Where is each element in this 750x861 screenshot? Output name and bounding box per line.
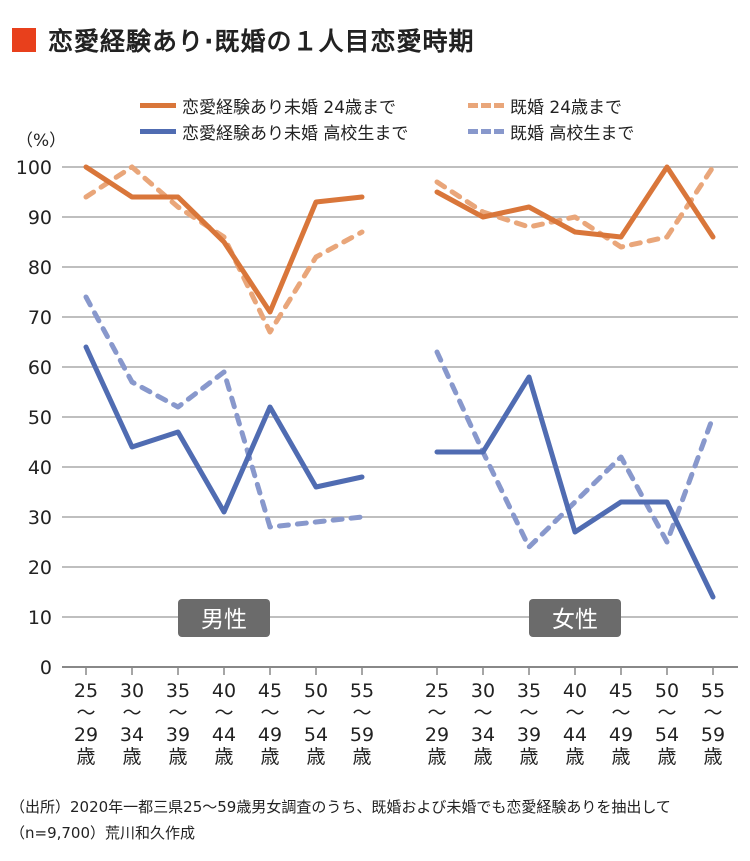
y-tick-label: 90 (28, 207, 52, 229)
panel-label: 女性 (552, 607, 598, 633)
legend-label: 既婚 高校生まで (510, 124, 635, 144)
y-axis-unit: （%） (16, 131, 67, 151)
x-tick-label: 35 (166, 680, 190, 702)
x-tick-label: 〜 (122, 702, 141, 724)
x-tick-label: 45 (258, 680, 282, 702)
x-tick-label: 〜 (76, 702, 95, 724)
x-tick-label: 歳 (427, 746, 446, 768)
x-tick-label: 59 (350, 724, 374, 746)
x-tick-label: 39 (517, 724, 541, 746)
x-tick-label: 49 (609, 724, 633, 746)
x-tick-label: 44 (212, 724, 236, 746)
y-tick-label: 30 (28, 507, 52, 529)
x-tick-label: 45 (609, 680, 633, 702)
x-tick-label: 歳 (519, 746, 538, 768)
series-line (434, 164, 716, 250)
legend-item: 恋愛経験あり未婚 24歳まで (140, 93, 396, 118)
title-marker (12, 28, 36, 52)
x-tick-label: 歳 (611, 746, 630, 768)
x-tick-label: 40 (212, 680, 236, 702)
x-tick-label: 歳 (703, 746, 722, 768)
series-line (83, 344, 365, 515)
x-tick-label: 〜 (260, 702, 279, 724)
x-tick-label: 54 (655, 724, 679, 746)
x-tick-label: 59 (701, 724, 725, 746)
y-tick-label: 100 (16, 157, 52, 179)
y-tick-label: 50 (28, 407, 52, 429)
x-tick-label: 歳 (352, 746, 371, 768)
x-tick-label: 歳 (76, 746, 95, 768)
x-tick-label: 歳 (122, 746, 141, 768)
x-tick-label: 歳 (473, 746, 492, 768)
y-tick-label: 80 (28, 257, 52, 279)
y-tick-label: 40 (28, 457, 52, 479)
x-tick-label: 歳 (214, 746, 233, 768)
chart-title-block: 恋愛経験あり·既婚の１人目恋愛時期 (12, 22, 475, 58)
x-tick-label: 歳 (657, 746, 676, 768)
x-tick-label: 〜 (306, 702, 325, 724)
x-tick-label: 29 (425, 724, 449, 746)
panel-label-bg (178, 599, 270, 637)
x-tick-label: 25 (74, 680, 98, 702)
x-tick-label: 30 (471, 680, 495, 702)
x-tick-label: 〜 (168, 702, 187, 724)
x-tick-label: 〜 (703, 702, 722, 724)
y-tick-label: 60 (28, 357, 52, 379)
x-tick-label: 49 (258, 724, 282, 746)
x-tick-label: 34 (471, 724, 495, 746)
footnote: （出所）2020年一都三県25〜59歳男女調査のうち、既婚および未婚でも恋愛経験… (10, 798, 671, 842)
series-line (83, 294, 365, 530)
x-tick-label: 〜 (519, 702, 538, 724)
y-tick-label: 0 (40, 657, 52, 679)
x-tick-label: 54 (304, 724, 328, 746)
x-tick-label: 50 (304, 680, 328, 702)
x-tick-label: 〜 (427, 702, 446, 724)
legend-item: 恋愛経験あり未婚 高校生まで (140, 119, 408, 144)
legend-label: 恋愛経験あり未婚 24歳まで (182, 98, 397, 118)
legend-item: 既婚 24歳まで (468, 93, 622, 118)
x-tick-label: 25 (425, 680, 449, 702)
legend-label: 恋愛経験あり未婚 高校生まで (182, 124, 409, 144)
x-tick-label: 55 (350, 680, 374, 702)
panel-label: 男性 (201, 607, 247, 633)
x-tick-label: 50 (655, 680, 679, 702)
chart-title: 恋愛経験あり·既婚の１人目恋愛時期 (48, 27, 475, 56)
x-tick-label: 〜 (611, 702, 630, 724)
x-tick-label: 〜 (565, 702, 584, 724)
x-tick-label: 30 (120, 680, 144, 702)
x-tick-label: 40 (563, 680, 587, 702)
series-line (434, 164, 716, 240)
panel-label-bg (529, 599, 621, 637)
series-line (83, 164, 365, 335)
x-tick-label: 29 (74, 724, 98, 746)
legend-item: 既婚 高校生まで (468, 119, 634, 144)
x-tick-label: 39 (166, 724, 190, 746)
y-tick-label: 70 (28, 307, 52, 329)
x-tick-label: 〜 (657, 702, 676, 724)
y-tick-label: 20 (28, 557, 52, 579)
series-line (83, 164, 365, 315)
x-tick-label: 歳 (565, 746, 584, 768)
legend-label: 既婚 24歳まで (510, 98, 623, 118)
x-tick-label: 歳 (260, 746, 279, 768)
y-tick-label: 10 (28, 607, 52, 629)
x-tick-label: 34 (120, 724, 144, 746)
x-tick-label: 55 (701, 680, 725, 702)
x-tick-label: 〜 (473, 702, 492, 724)
x-tick-label: 44 (563, 724, 587, 746)
series-line (434, 374, 716, 600)
x-tick-label: 〜 (214, 702, 233, 724)
x-tick-label: 歳 (306, 746, 325, 768)
x-tick-label: 〜 (352, 702, 371, 724)
x-tick-label: 歳 (168, 746, 187, 768)
x-tick-label: 35 (517, 680, 541, 702)
